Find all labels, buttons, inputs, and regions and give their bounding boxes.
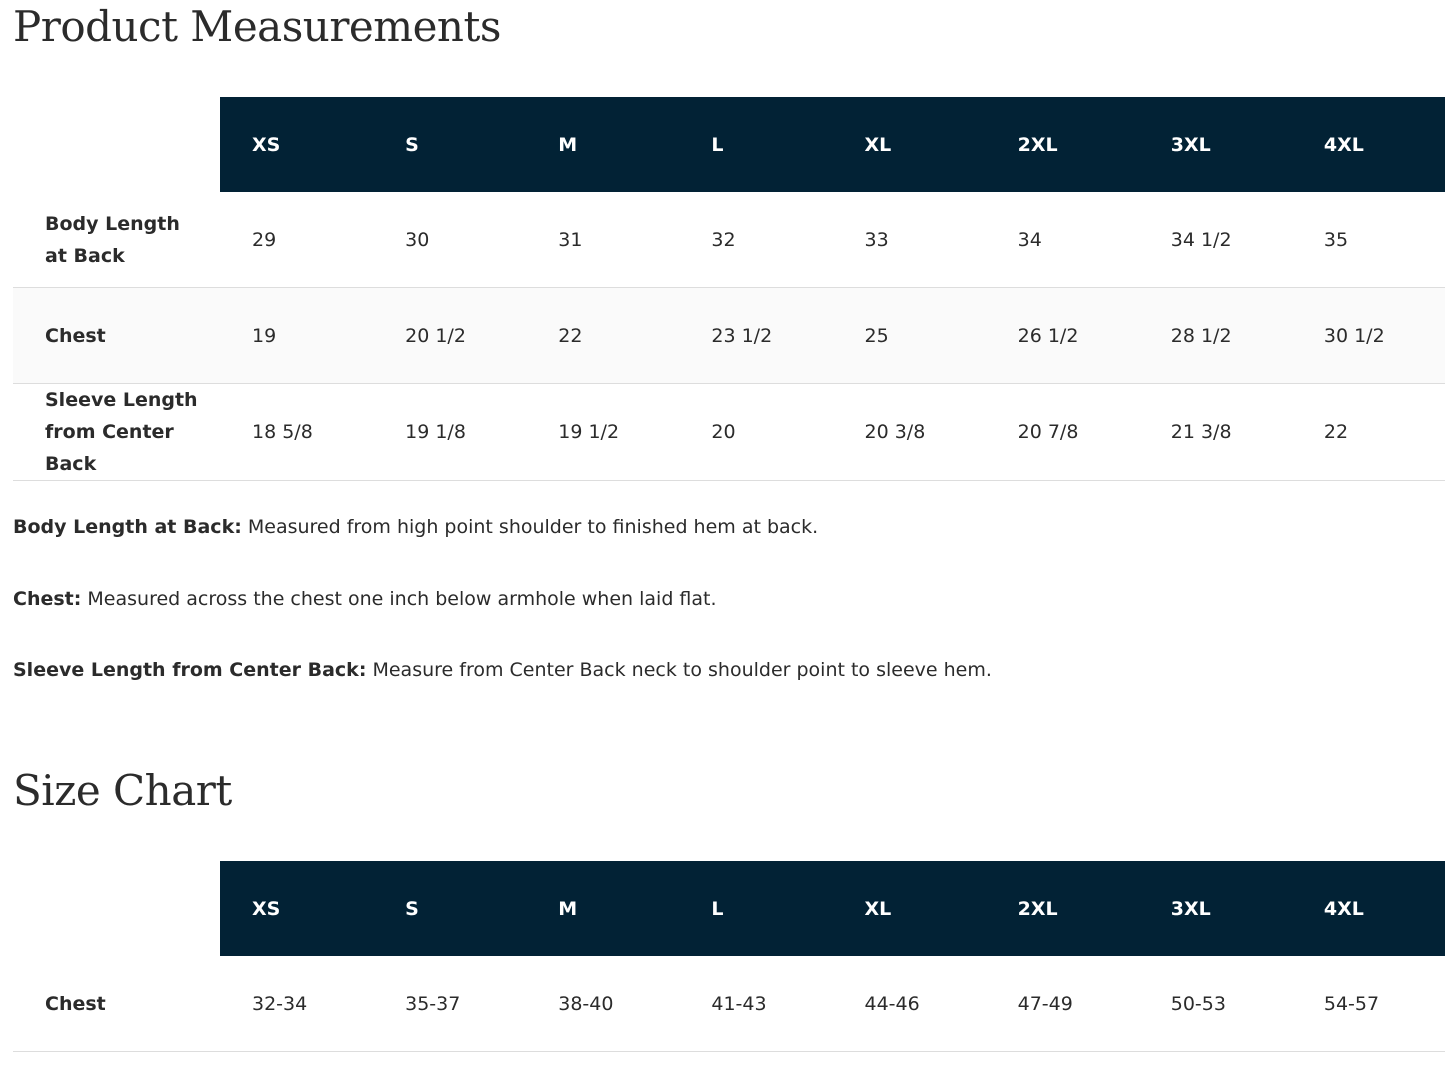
size-header: 2XL xyxy=(985,861,1139,956)
cell: 41-43 xyxy=(679,956,833,1052)
cell: 20 1/2 xyxy=(373,287,527,384)
cell: 19 xyxy=(220,287,374,384)
note-term: Chest: xyxy=(13,588,82,610)
size-header: 2XL xyxy=(985,97,1139,192)
cell: 29 xyxy=(220,192,374,288)
cell: 18 5/8 xyxy=(220,383,374,481)
table-row: Sleeve Length from Center Back 18 5/8 19 1… xyxy=(13,383,1445,481)
size-header: L xyxy=(679,97,833,192)
cell: 38-40 xyxy=(526,956,680,1052)
size-header: L xyxy=(679,861,833,956)
cell: 31 xyxy=(526,192,680,288)
cell: 20 xyxy=(679,383,833,481)
size-header: 4XL xyxy=(1291,861,1445,956)
cell: 33 xyxy=(832,192,986,288)
cell: 30 xyxy=(373,192,527,288)
header-blank xyxy=(13,861,220,956)
cell: 35 xyxy=(1291,192,1445,288)
measurements-table: XS S M L XL 2XL 3XL 4XL Body Length at Back 29 30 3… xyxy=(13,97,1445,481)
cell: 32-34 xyxy=(220,956,374,1052)
size-header: 3XL xyxy=(1138,97,1292,192)
size-header: 4XL xyxy=(1291,97,1445,192)
section-title: Product Measurements xyxy=(13,2,501,51)
cell: 44-46 xyxy=(832,956,986,1052)
size-header: XL xyxy=(832,861,986,956)
note: Sleeve Length from Center Back: Measure … xyxy=(13,659,992,681)
table-row: Chest 32-34 35-37 38-40 41-43 44-46 47-49 50-53… xyxy=(13,956,1445,1052)
cell: 19 1/8 xyxy=(373,383,527,481)
cell: 35-37 xyxy=(373,956,527,1052)
table-row: Chest 19 20 1/2 22 23 1/2 25 26 1/2 28 1/2 30 1/… xyxy=(13,287,1445,384)
size-header: S xyxy=(373,861,527,956)
note-text: Measured from high point shoulder to fin… xyxy=(247,516,819,538)
cell: 20 3/8 xyxy=(832,383,986,481)
header-blank xyxy=(13,97,220,192)
cell: 19 1/2 xyxy=(526,383,680,481)
size-header: M xyxy=(526,861,680,956)
size-header: 3XL xyxy=(1138,861,1292,956)
header-row: XS S M L XL 2XL 3XL 4XL xyxy=(13,861,1445,956)
cell: 32 xyxy=(679,192,833,288)
cell: 47-49 xyxy=(985,956,1139,1052)
cell: 23 1/2 xyxy=(679,287,833,384)
cell: 22 xyxy=(1291,383,1445,481)
size-header: XS xyxy=(220,861,374,956)
cell: 50-53 xyxy=(1138,956,1292,1052)
row-label: Chest xyxy=(13,956,220,1052)
table-row: Body Length at Back 29 30 31 32 33 34 34 1/2 35 xyxy=(13,192,1445,288)
note-text: Measured across the chest one inch below… xyxy=(87,588,717,610)
note-text: Measure from Center Back neck to shoulde… xyxy=(372,659,992,681)
note-term: Sleeve Length from Center Back: xyxy=(13,659,367,681)
cell: 26 1/2 xyxy=(985,287,1139,384)
cell: 28 1/2 xyxy=(1138,287,1292,384)
note-term: Body Length at Back: xyxy=(13,516,242,538)
section-title: Size Chart xyxy=(13,766,232,815)
row-label: Sleeve Length from Center Back xyxy=(13,383,220,481)
cell: 25 xyxy=(832,287,986,384)
cell: 21 3/8 xyxy=(1138,383,1292,481)
cell: 20 7/8 xyxy=(985,383,1139,481)
row-label: Body Length at Back xyxy=(13,192,220,288)
size-chart-table: XS S M L XL 2XL 3XL 4XL Chest 32-34 35-37 38-40 41-4… xyxy=(13,861,1445,1052)
size-header: XS xyxy=(220,97,374,192)
note: Chest: Measured across the chest one inc… xyxy=(13,588,717,610)
cell: 34 1/2 xyxy=(1138,192,1292,288)
note: Body Length at Back: Measured from high … xyxy=(13,516,818,538)
size-header: S xyxy=(373,97,527,192)
size-header: M xyxy=(526,97,680,192)
row-label: Chest xyxy=(13,287,220,384)
cell: 30 1/2 xyxy=(1291,287,1445,384)
cell: 34 xyxy=(985,192,1139,288)
cell: 54-57 xyxy=(1291,956,1445,1052)
cell: 22 xyxy=(526,287,680,384)
size-header: XL xyxy=(832,97,986,192)
header-row: XS S M L XL 2XL 3XL 4XL xyxy=(13,97,1445,192)
